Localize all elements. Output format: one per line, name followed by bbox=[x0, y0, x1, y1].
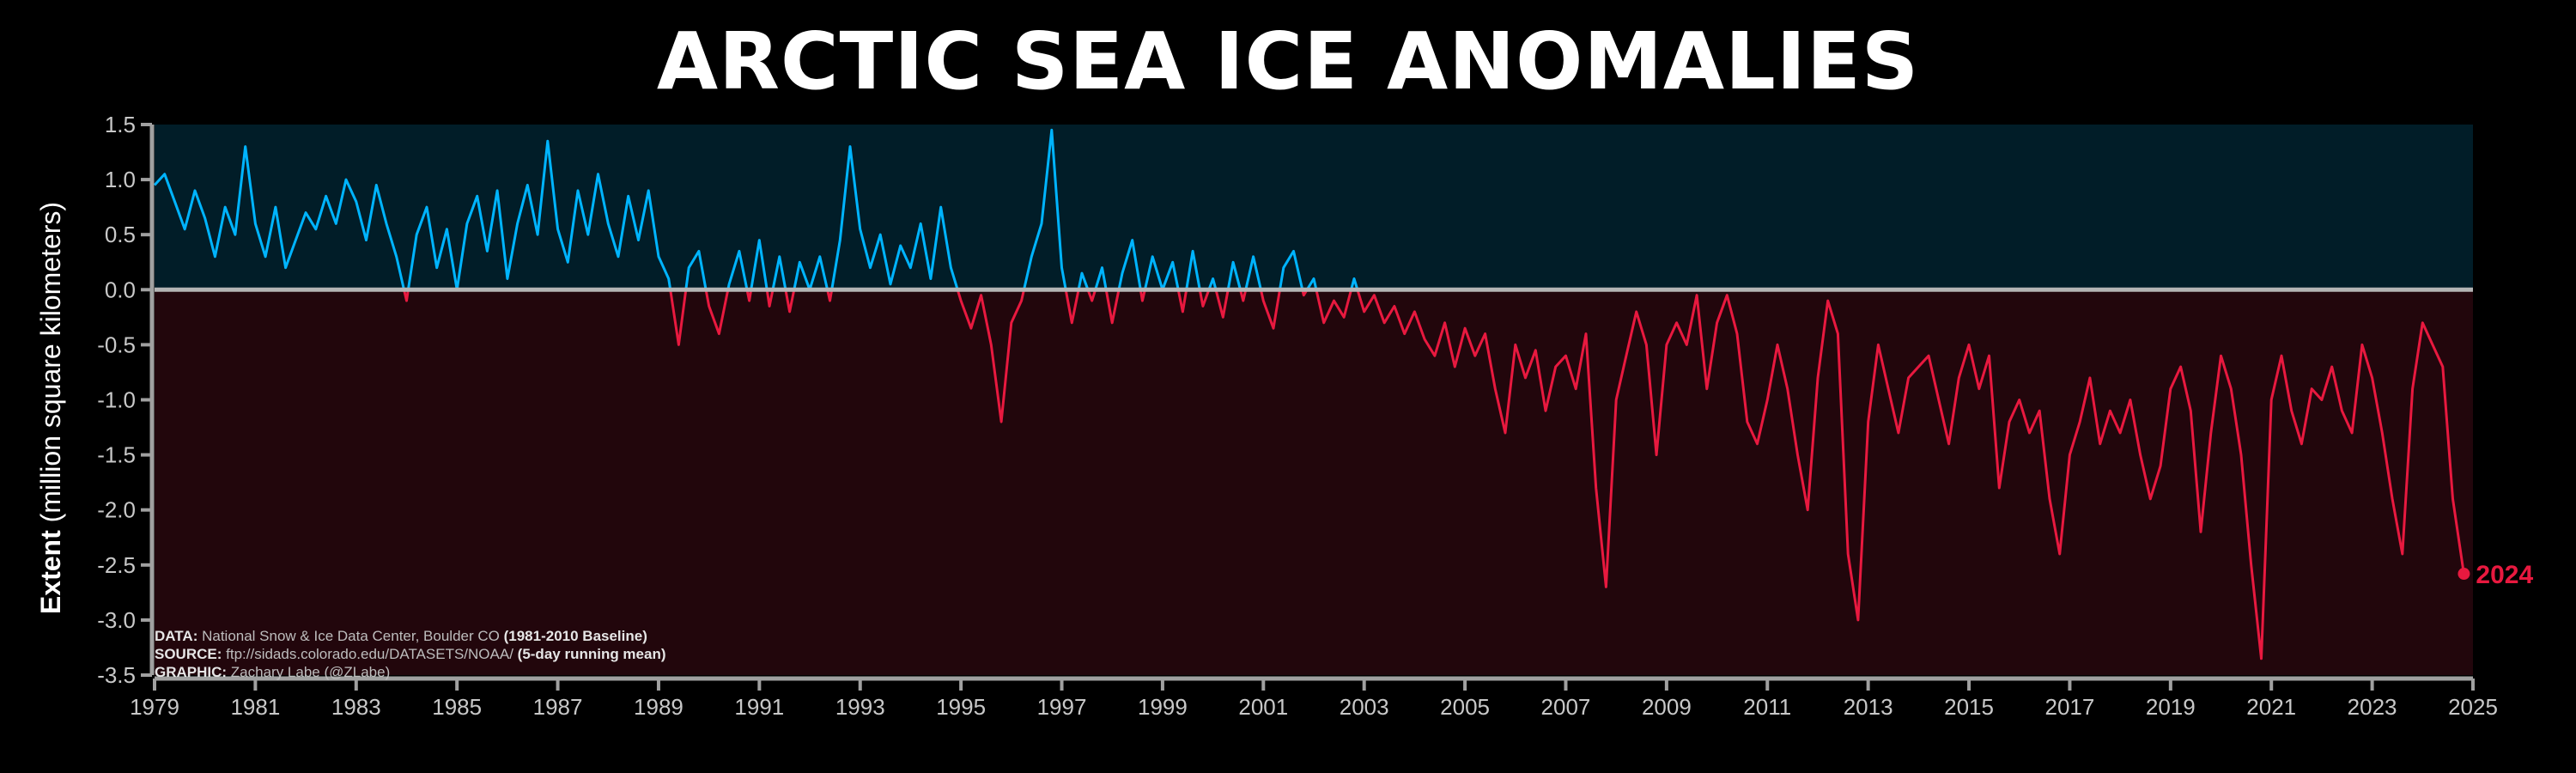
x-tick-label: 2003 bbox=[1340, 694, 1389, 720]
y-axis-label-bold: Extent bbox=[35, 530, 66, 614]
x-tick-label: 2015 bbox=[1944, 694, 1994, 720]
positive-segment-7 bbox=[830, 145, 959, 290]
x-tick-label: 2009 bbox=[1642, 694, 1692, 720]
positive-anomaly-background bbox=[155, 125, 2473, 290]
positive-segment-4 bbox=[750, 239, 769, 290]
y-tick-label: -2.0 bbox=[97, 497, 136, 523]
y-tick-label: -3.5 bbox=[97, 662, 136, 688]
negative-segment-18 bbox=[1315, 289, 1353, 325]
x-tick-label: 1979 bbox=[130, 694, 179, 720]
x-tick-label: 2025 bbox=[2448, 694, 2498, 720]
positive-segment-18 bbox=[1305, 277, 1318, 291]
negative-segment-19 bbox=[1356, 289, 2465, 660]
negative-segment-14 bbox=[1214, 289, 1230, 319]
y-tick-label: 0.5 bbox=[105, 222, 136, 247]
positive-segment-9 bbox=[1077, 271, 1090, 290]
negative-segment-13 bbox=[1198, 289, 1211, 307]
negative-segment-4 bbox=[765, 289, 775, 307]
negative-anomaly-series bbox=[403, 289, 2465, 660]
credits-block: DATA: National Snow & Ice Data Center, B… bbox=[155, 628, 666, 680]
negative-segment-11 bbox=[1139, 289, 1146, 302]
latest-year-label: 2024 bbox=[2476, 561, 2533, 589]
y-tick-label: 1.5 bbox=[105, 112, 136, 137]
y-tick-label: -2.5 bbox=[97, 552, 136, 578]
credit-data: DATA: National Snow & Ice Data Center, B… bbox=[155, 628, 647, 644]
negative-segment-7 bbox=[956, 289, 1025, 423]
negative-segment-3 bbox=[745, 289, 753, 302]
x-tick-label: 1987 bbox=[533, 694, 583, 720]
negative-segment-12 bbox=[1176, 289, 1188, 313]
negative-segment-1 bbox=[669, 289, 688, 346]
positive-segment-11 bbox=[1117, 239, 1142, 290]
y-tick-label: -1.5 bbox=[97, 442, 136, 468]
negative-anomaly-background bbox=[155, 289, 2473, 675]
positive-segment-2 bbox=[684, 249, 708, 290]
y-tick-label: -1.0 bbox=[97, 387, 136, 413]
x-tick-label: 1999 bbox=[1138, 694, 1188, 720]
x-axis-ticks: 1979 1981 1983 1985 1987 1989 1991 1993 1995 1997… bbox=[130, 679, 2498, 720]
x-tick-label: 1983 bbox=[331, 694, 381, 720]
positive-segment-17 bbox=[1279, 249, 1304, 290]
x-tick-label: 2007 bbox=[1541, 694, 1591, 720]
x-tick-label: 2023 bbox=[2348, 694, 2397, 720]
y-axis-ticks: 1.5 1.0 0.5 0.0 -0.5 -1.0 -1.5 -2.0 -2.5 -3.0 -3.5 bbox=[97, 112, 152, 688]
x-tick-label: 2017 bbox=[2045, 694, 2095, 720]
credit-graphic: GRAPHIC: Zachary Labe (@ZLabe) bbox=[155, 664, 390, 680]
x-tick-label: 2021 bbox=[2246, 694, 2296, 720]
chart-title: ARCTIC SEA ICE ANOMALIES bbox=[656, 15, 1920, 107]
positive-segment-14 bbox=[1207, 277, 1218, 290]
x-tick-label: 2005 bbox=[1440, 694, 1490, 720]
negative-segment-9 bbox=[1086, 289, 1097, 302]
positive-segment-3 bbox=[726, 249, 749, 290]
positive-segment-13 bbox=[1185, 249, 1201, 290]
x-tick-label: 1997 bbox=[1037, 694, 1087, 720]
y-axis-label-rest: (million square kilometers) bbox=[35, 202, 66, 530]
x-tick-label: 1985 bbox=[432, 694, 482, 720]
positive-segment-0 bbox=[153, 145, 405, 290]
x-tick-label: 2013 bbox=[1844, 694, 1893, 720]
negative-segment-8 bbox=[1064, 289, 1080, 325]
negative-segment-0 bbox=[403, 289, 410, 302]
x-tick-label: 2011 bbox=[1743, 694, 1791, 720]
negative-segment-6 bbox=[826, 289, 834, 302]
y-tick-label: -3.0 bbox=[97, 607, 136, 633]
x-tick-label: 1981 bbox=[230, 694, 280, 720]
positive-segment-15 bbox=[1226, 260, 1242, 290]
credit-source: SOURCE: ftp://sidads.colorado.edu/DATASE… bbox=[155, 646, 666, 662]
positive-segment-5 bbox=[771, 255, 787, 290]
negative-segment-5 bbox=[784, 289, 796, 313]
x-tick-label: 2001 bbox=[1238, 694, 1288, 720]
y-tick-label: 1.0 bbox=[105, 167, 136, 192]
y-tick-label: 0.0 bbox=[105, 277, 136, 302]
negative-segment-16 bbox=[1259, 289, 1281, 330]
x-tick-label: 1991 bbox=[734, 694, 784, 720]
positive-segment-16 bbox=[1244, 255, 1262, 290]
x-tick-label: 2019 bbox=[2146, 694, 2196, 720]
y-axis-label: Extent (million square kilometers) bbox=[35, 202, 66, 614]
positive-segment-1 bbox=[406, 139, 672, 291]
positive-anomaly-series bbox=[153, 128, 1359, 291]
negative-segment-2 bbox=[704, 289, 730, 336]
positive-segment-19 bbox=[1350, 277, 1359, 290]
y-tick-label: -0.5 bbox=[97, 332, 136, 357]
negative-segment-10 bbox=[1104, 289, 1121, 325]
positive-segment-8 bbox=[1023, 128, 1067, 290]
x-tick-label: 1989 bbox=[634, 694, 683, 720]
positive-segment-10 bbox=[1094, 266, 1108, 290]
x-tick-label: 1993 bbox=[835, 694, 885, 720]
x-tick-label: 1995 bbox=[936, 694, 986, 720]
negative-segment-15 bbox=[1239, 289, 1248, 302]
latest-value-marker bbox=[2458, 568, 2470, 581]
